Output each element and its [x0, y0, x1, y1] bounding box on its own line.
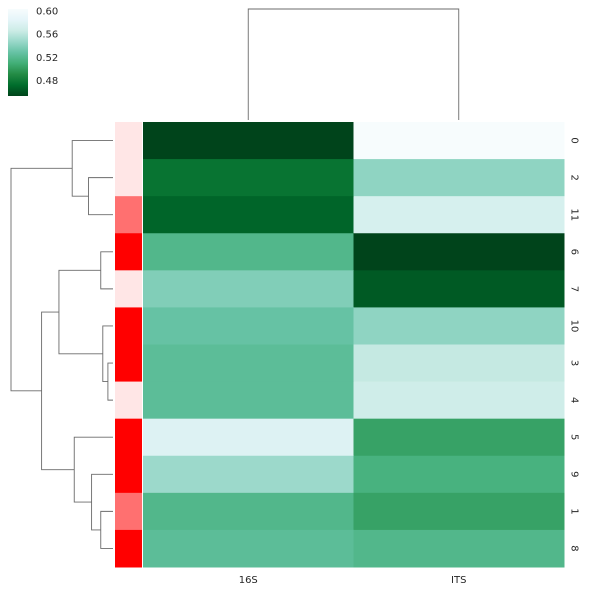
column-dendrogram — [247, 8, 460, 120]
heatmap-cell — [353, 492, 565, 531]
row-color-cell — [115, 270, 142, 308]
column-labels: 16S ITS — [239, 575, 467, 586]
row-dendrogram-link — [100, 251, 113, 290]
row-label: 9 — [569, 471, 580, 477]
heatmap-cell — [143, 492, 354, 531]
heatmap-cell — [353, 529, 565, 568]
row-dendrogram-link — [58, 269, 103, 355]
row-labels: 0 2 11 6 7 10 3 4 5 9 1 8 — [569, 137, 580, 551]
heatmap-cell — [353, 344, 565, 383]
heatmap-cell — [353, 418, 565, 457]
row-color-cell — [115, 529, 142, 568]
heatmap-cell — [353, 270, 565, 308]
row-dendrogram-link — [88, 177, 113, 216]
row-label: 4 — [569, 397, 580, 403]
heatmap-grid — [143, 122, 565, 568]
heatmap-cell — [143, 529, 354, 568]
heatmap-cell — [353, 122, 565, 160]
row-label: 5 — [569, 434, 580, 440]
row-label: 3 — [569, 360, 580, 366]
row-color-cell — [115, 492, 142, 531]
row-dendrogram-link — [100, 510, 113, 549]
colorbar-tick-label: 0.60 — [36, 6, 58, 17]
heatmap-cell — [353, 159, 565, 197]
heatmap-cell — [353, 381, 565, 420]
row-label: 11 — [569, 208, 580, 221]
column-dendrogram-link — [247, 8, 460, 120]
row-dendrogram-link — [91, 473, 113, 531]
heatmap-cell — [143, 196, 354, 234]
row-color-cell — [115, 122, 142, 160]
row-color-cell — [115, 196, 142, 234]
row-dendrogram-link — [71, 140, 113, 197]
colorbar-tick-label: 0.52 — [36, 53, 58, 64]
colorbar-tick-label: 0.48 — [36, 76, 58, 87]
row-color-cell — [115, 344, 142, 383]
heatmap-cell — [353, 455, 565, 494]
row-color-strip — [115, 122, 142, 568]
heatmap-cell — [143, 418, 354, 457]
row-dendrogram-link — [73, 436, 113, 503]
heatmap-cell — [143, 381, 354, 420]
row-color-cell — [115, 233, 142, 271]
heatmap-cell — [353, 196, 565, 234]
row-label: 2 — [569, 174, 580, 180]
row-label: 8 — [569, 545, 580, 551]
row-dendrogram-link — [41, 311, 75, 471]
row-label: 10 — [569, 320, 580, 333]
row-color-cell — [115, 455, 142, 494]
heatmap-cell — [143, 455, 354, 494]
row-label: 0 — [569, 137, 580, 143]
heatmap-cell — [353, 233, 565, 271]
column-label: ITS — [451, 575, 466, 586]
heatmap-cell — [143, 233, 354, 271]
row-label: 7 — [569, 286, 580, 292]
colorbar: 0.48 0.52 0.56 0.60 — [8, 6, 58, 96]
heatmap-cell — [143, 122, 354, 160]
colorbar-gradient — [8, 9, 28, 96]
column-label: 16S — [239, 575, 258, 586]
row-label: 1 — [569, 508, 580, 514]
heatmap-cell — [143, 307, 354, 345]
heatmap-cell — [143, 270, 354, 308]
heatmap-cell — [353, 307, 565, 345]
heatmap-cell — [143, 159, 354, 197]
row-color-cell — [115, 381, 142, 420]
colorbar-tick-label: 0.56 — [36, 30, 58, 41]
heatmap-cell — [143, 344, 354, 383]
row-label: 6 — [569, 249, 580, 255]
row-dendrogram-link — [107, 362, 113, 401]
row-dendrogram-link — [10, 167, 73, 392]
row-color-cell — [115, 418, 142, 457]
row-dendrogram — [10, 140, 113, 549]
row-color-cell — [115, 159, 142, 197]
row-color-cell — [115, 307, 142, 345]
